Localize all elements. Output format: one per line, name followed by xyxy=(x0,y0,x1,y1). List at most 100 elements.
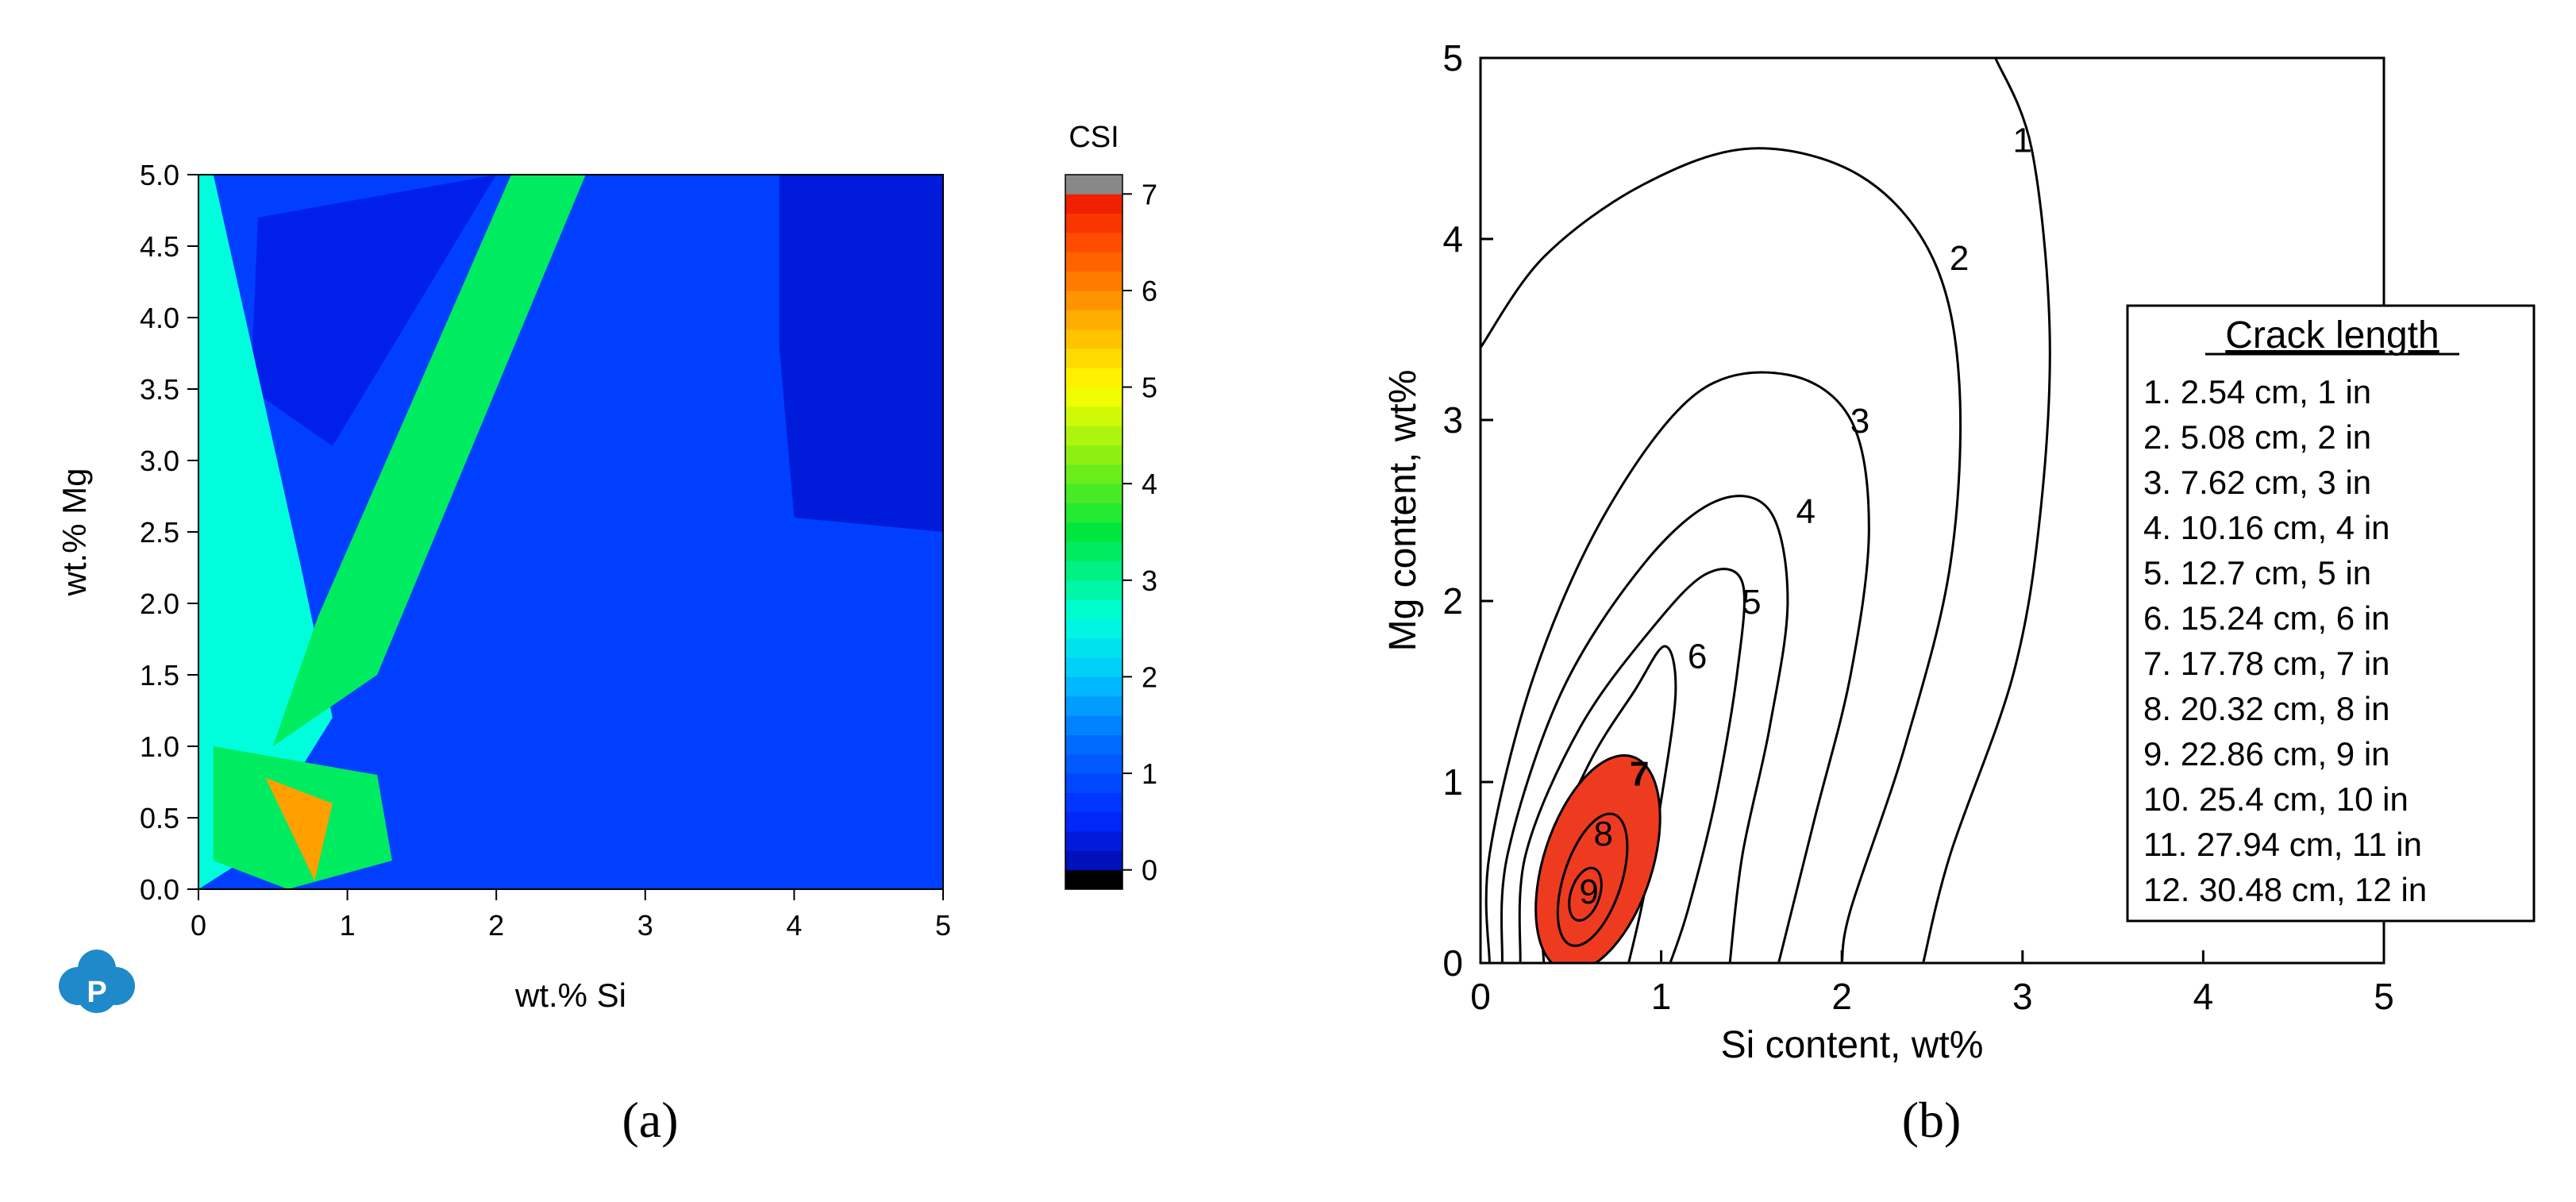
panel-a-x-tick-label: 2 xyxy=(488,909,504,942)
colorbar-segment xyxy=(1065,831,1122,851)
panel-a-y-tick-label: 1.0 xyxy=(140,730,179,763)
panel-a-x-tick-label: 1 xyxy=(340,909,356,942)
panel-a-y-axis: 0.0 0.5 1.0 1.5 2.0 2.5 3.0 3.5 4.0 4.5 5.0 xyxy=(140,159,198,906)
colorbar-title: CSI xyxy=(1069,121,1119,154)
mdpi-logo-icon: P xyxy=(59,950,135,1013)
contour-line-8 xyxy=(1556,812,1629,947)
legend-entry: 10. 25.4 cm, 10 in xyxy=(2143,780,2409,818)
legend-entry: 8. 20.32 cm, 8 in xyxy=(2143,690,2390,727)
legend-entry: 11. 27.94 cm, 11 in xyxy=(2143,826,2422,863)
heatmap-peak xyxy=(265,777,333,881)
panel-a-y-tick-label: 0.0 xyxy=(140,873,179,906)
colorbar-segment xyxy=(1065,676,1122,697)
contour-label-3: 3 xyxy=(1850,402,1869,441)
panel-a-y-tick-label: 3.0 xyxy=(140,445,179,477)
csi-heatmap xyxy=(198,175,943,889)
panel-a-label: (a) xyxy=(622,1092,678,1148)
panel-a-heatmap: 0 1 2 3 4 5 0.0 0.5 1.0 1.5 2.0 2.5 3.0 3.5 4.0 4.5 5.0… xyxy=(56,121,1157,1148)
contour-label-1: 1 xyxy=(2013,121,2032,160)
panel-b-x-tick-label: 3 xyxy=(2012,976,2033,1017)
panel-a-y-tick-label: 4.0 xyxy=(140,302,179,334)
legend-entry: 4. 10.16 cm, 4 in xyxy=(2143,509,2390,546)
contour-line-7 xyxy=(1534,754,1662,963)
legend-title: Crack length xyxy=(2225,314,2439,356)
colorbar-segment xyxy=(1065,580,1122,600)
contour-label-8: 8 xyxy=(1594,815,1613,853)
colorbar-segment xyxy=(1065,541,1122,561)
panel-b-y-tick-label: 4 xyxy=(1442,218,1463,260)
panel-a-y-tick-label: 2.5 xyxy=(140,516,179,549)
panel-b-x-tick-label: 1 xyxy=(1651,976,1672,1017)
colorbar-segment xyxy=(1065,561,1122,581)
panel-b-x-tick-label: 0 xyxy=(1470,976,1491,1017)
contour-label-9: 9 xyxy=(1579,873,1598,911)
contour-label-6: 6 xyxy=(1688,637,1707,676)
colorbar-tick-label: 1 xyxy=(1142,757,1157,790)
panel-a-y-tick-label: 3.5 xyxy=(140,373,179,406)
panel-a-x-tick-label: 5 xyxy=(935,909,951,942)
contour-line-2 xyxy=(1481,147,1962,963)
panel-b-y-label: Mg content, wt% xyxy=(1382,370,1424,652)
panel-a-y-tick-label: 4.5 xyxy=(140,230,179,263)
contour-line-3 xyxy=(1484,371,1870,963)
panel-a-x-axis: 0 1 2 3 4 5 xyxy=(191,889,951,942)
colorbar-tick-label: 3 xyxy=(1142,564,1157,597)
legend-entry: 2. 5.08 cm, 2 in xyxy=(2143,418,2371,456)
colorbar-segment xyxy=(1065,850,1122,871)
colorbar-tick-label: 2 xyxy=(1142,661,1157,693)
csi-colorbar xyxy=(1065,174,1123,890)
colorbar-segment xyxy=(1065,753,1122,774)
panel-a-y-tick-label: 0.5 xyxy=(140,802,179,834)
colorbar-segment xyxy=(1065,348,1122,368)
colorbar-segment xyxy=(1065,406,1122,426)
panel-a-y-tick-label: 5.0 xyxy=(140,159,179,191)
colorbar-segment xyxy=(1065,618,1122,639)
colorbar-segment xyxy=(1065,695,1122,716)
panel-b-x-axis: 0 1 2 3 4 5 xyxy=(1470,950,2394,1017)
contour-line-9 xyxy=(1568,866,1603,922)
colorbar-tick-label: 5 xyxy=(1142,372,1157,404)
contour-line-5 xyxy=(1518,568,1746,963)
colorbar-segment xyxy=(1065,483,1122,504)
heatmap-region-high-si xyxy=(779,175,943,532)
colorbar-segment xyxy=(1065,290,1122,310)
colorbar-tick-label: 6 xyxy=(1142,275,1157,307)
panel-b-y-tick-label: 1 xyxy=(1442,761,1463,803)
panel-a-y-tick-label: 2.0 xyxy=(140,588,179,620)
legend-entry: 9. 22.86 cm, 9 in xyxy=(2143,735,2390,772)
heatmap-region-ridge xyxy=(272,175,586,746)
colorbar-segment xyxy=(1065,522,1122,542)
panel-a-x-label: wt.% Si xyxy=(514,977,626,1014)
panel-a-y-tick-label: 1.5 xyxy=(140,659,179,692)
colorbar-segment xyxy=(1065,252,1122,272)
colorbar-tick-label: 7 xyxy=(1142,178,1157,210)
colorbar-segment xyxy=(1065,657,1122,677)
colorbar-segment xyxy=(1065,445,1122,465)
panel-b-y-tick-label: 0 xyxy=(1442,942,1463,984)
panel-a-x-tick-label: 0 xyxy=(191,909,206,942)
legend-entry: 7. 17.78 cm, 7 in xyxy=(2143,645,2390,682)
colorbar-segment xyxy=(1065,503,1122,523)
panel-b-y-tick-label: 3 xyxy=(1442,399,1463,441)
colorbar-segment xyxy=(1065,175,1122,195)
contour-label-7: 7 xyxy=(1630,755,1649,794)
colorbar-ticks: 0 1 2 3 4 5 6 7 xyxy=(1122,178,1157,887)
colorbar-tick-label: 4 xyxy=(1142,468,1157,500)
heatmap-region-upper-left xyxy=(250,175,497,446)
colorbar-segment xyxy=(1065,232,1122,252)
panel-b-x-tick-label: 2 xyxy=(1831,976,1852,1017)
panel-b-y-axis: 0 1 2 3 4 5 xyxy=(1442,37,1493,984)
contour-label-2: 2 xyxy=(1950,239,1969,278)
legend-box xyxy=(2126,304,2536,923)
colorbar-segment xyxy=(1065,599,1122,619)
legend-entry: 5. 12.7 cm, 5 in xyxy=(2143,554,2371,591)
legend-entry: 12. 30.48 cm, 12 in xyxy=(2143,871,2427,908)
colorbar-segment xyxy=(1065,271,1122,291)
colorbar-segment xyxy=(1065,773,1122,793)
colorbar-segment xyxy=(1065,638,1122,658)
colorbar-segment xyxy=(1065,329,1122,349)
legend-entry: 6. 15.24 cm, 6 in xyxy=(2143,599,2390,637)
colorbar-segment xyxy=(1065,194,1122,214)
